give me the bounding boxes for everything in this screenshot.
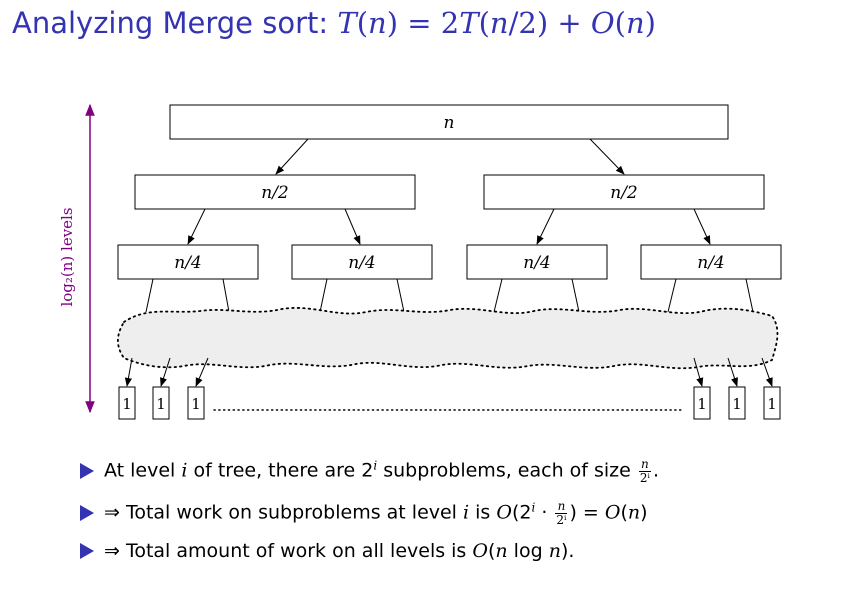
tree-node-level1-label: n/2 xyxy=(261,183,289,203)
tree-node-level2-label: n/4 xyxy=(697,253,725,273)
tree-edge xyxy=(536,208,555,245)
bullet-item: ⇒ Total work on subproblems at level i i… xyxy=(80,500,648,526)
tree-node-level2-label: n/4 xyxy=(174,253,202,273)
tree-leaf: 1 xyxy=(763,386,781,420)
tree-edge xyxy=(727,357,738,387)
recursion-tree-diagram: log₂(n) levels n n/2 n/2 n/4 n/4 n/4 n/4 xyxy=(58,103,782,420)
bullet-triangle-icon xyxy=(80,504,94,521)
tree-edge xyxy=(745,278,754,313)
tree-leaf: 1 xyxy=(118,386,136,420)
tree-node-level1-label: n/2 xyxy=(610,183,638,203)
tree-edge xyxy=(344,208,361,245)
bullet-triangle-icon xyxy=(80,462,94,479)
tree-node-root-label: n xyxy=(444,113,455,133)
tree-leaf: 1 xyxy=(152,386,170,420)
tree-node-root: n xyxy=(169,104,729,140)
tree-node-level2: n/4 xyxy=(117,244,259,280)
levels-label: log₂(n) levels xyxy=(58,207,76,306)
tree-leaf-label: 1 xyxy=(732,395,742,413)
tree-node-level1: n/2 xyxy=(483,174,765,210)
slide-title: Analyzing Merge sort: T(n) = 2T(n/2) + O… xyxy=(12,6,656,40)
tree-edge xyxy=(124,357,133,387)
bullet-item: ⇒ Total amount of work on all levels is … xyxy=(80,540,574,562)
tree-edge xyxy=(319,278,328,313)
tree-node-level2: n/4 xyxy=(640,244,782,280)
tree-node-level2: n/4 xyxy=(466,244,608,280)
tree-node-level2-label: n/4 xyxy=(523,253,551,273)
tree-node-level2: n/4 xyxy=(291,244,433,280)
tree-leaf-label: 1 xyxy=(156,395,166,413)
tree-edge xyxy=(761,357,773,387)
tree-edge xyxy=(589,138,625,175)
tree-edge xyxy=(145,278,154,313)
tree-leaf-label: 1 xyxy=(191,395,201,413)
bullet-item: At level i of tree, there are 2i subprob… xyxy=(80,458,659,484)
tree-edge xyxy=(493,278,503,313)
tree-edge xyxy=(160,357,171,387)
tree-leaf: 1 xyxy=(728,386,746,420)
tree-leaf-label: 1 xyxy=(697,395,707,413)
tree-node-level2-label: n/4 xyxy=(348,253,376,273)
tree-leaf-label: 1 xyxy=(767,395,777,413)
tree-edge xyxy=(275,138,309,175)
tree-edge xyxy=(693,208,711,245)
omitted-levels-cloud xyxy=(117,307,779,370)
tree-edge xyxy=(195,357,209,387)
tree-edge xyxy=(693,357,704,387)
tree-leaf: 1 xyxy=(187,386,205,420)
tree-edge xyxy=(187,208,206,245)
tree-edge xyxy=(396,278,405,313)
title-T1: T xyxy=(337,6,357,40)
tree-leaf-label: 1 xyxy=(122,395,132,413)
fraction: n 2ⁱ xyxy=(638,457,651,485)
fraction: n 2ⁱ xyxy=(555,499,568,527)
tree-node-level1: n/2 xyxy=(134,174,416,210)
tree-edge xyxy=(222,278,230,313)
bullet-triangle-icon xyxy=(80,543,94,559)
tree-leaf: 1 xyxy=(693,386,711,420)
tree-edge xyxy=(667,278,677,313)
tree-edge xyxy=(571,278,580,313)
